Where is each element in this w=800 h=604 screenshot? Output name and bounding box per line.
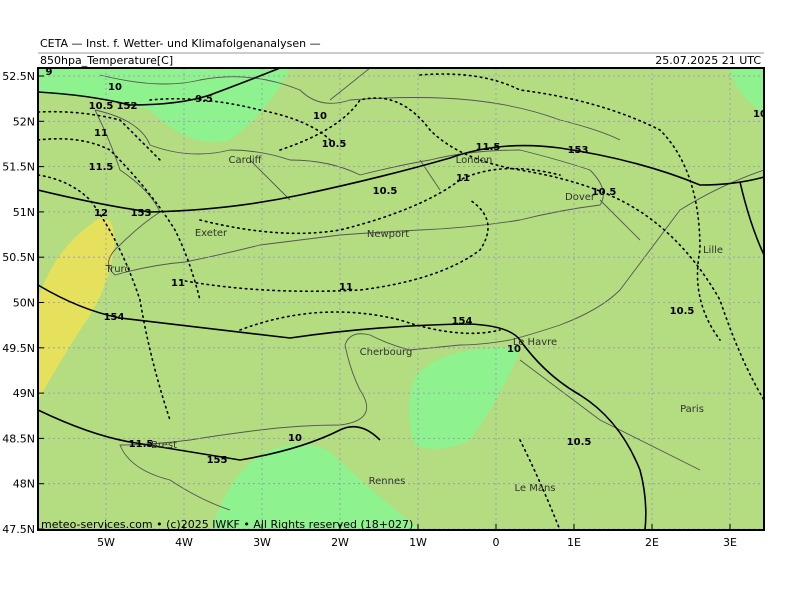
footer-credit: meteo-services.com • (c)2025 IWKF • All … xyxy=(41,518,413,531)
lon-label: 4W xyxy=(175,536,193,549)
lat-label: 49.5N xyxy=(2,342,35,355)
geopotential-contours xyxy=(38,68,764,530)
lat-label: 48.5N xyxy=(2,432,35,445)
lon-label: 5W xyxy=(97,536,115,549)
lat-label: 52N xyxy=(13,115,35,128)
temperature-contours xyxy=(38,73,764,530)
place-name: Exeter xyxy=(195,228,228,239)
contour-label: 10 xyxy=(313,111,327,122)
lat-lon-grid xyxy=(38,68,764,530)
lon-label: 1E xyxy=(567,536,581,549)
contour-label: 154 xyxy=(104,312,125,323)
contour-label: 10.5 xyxy=(322,139,347,150)
lat-label: 51.5N xyxy=(2,161,35,174)
contour-label: 11 xyxy=(456,173,470,184)
contour-label: 10.5 xyxy=(592,187,617,198)
place-name: Rennes xyxy=(369,476,406,487)
lon-label: 2E xyxy=(645,536,659,549)
contour-label: 9.5 xyxy=(195,94,213,105)
map-frame xyxy=(37,67,765,531)
coastlines xyxy=(94,68,764,511)
contour-label: 155 xyxy=(207,455,228,466)
warm-region xyxy=(38,68,290,142)
valid-time: 25.07.2025 21 UTC xyxy=(655,54,761,67)
contour-label: 10 xyxy=(507,344,521,355)
temp-fill xyxy=(38,68,764,530)
lat-label: 51N xyxy=(13,206,35,219)
contour-label: 154 xyxy=(452,316,473,327)
product-label: 850hpa_Temperature[C] xyxy=(40,54,173,67)
contour-label: 10.5 xyxy=(373,186,398,197)
warm-region xyxy=(212,444,420,530)
lon-label: 3W xyxy=(253,536,271,549)
lon-label: 3E xyxy=(723,536,737,549)
lat-label: 47.5N xyxy=(2,523,35,536)
contour-label: 11.5 xyxy=(476,142,501,153)
contour-label: 10.5 xyxy=(89,101,114,112)
contour-label: 10 xyxy=(288,433,302,444)
lat-label: 50N xyxy=(13,297,35,310)
place-name: Newport xyxy=(367,229,409,240)
place-name: Lille xyxy=(703,245,723,256)
place-name: Le Mans xyxy=(514,483,555,494)
lon-label: 2W xyxy=(331,536,349,549)
header-title: CETA — Inst. f. Wetter- und Klimafolgena… xyxy=(40,37,321,50)
place-name: Brest xyxy=(151,440,177,451)
warm-region xyxy=(409,347,520,449)
lat-label: 48N xyxy=(13,478,35,491)
contour-label: 10 xyxy=(753,109,767,120)
contour-label: 11 xyxy=(94,128,108,139)
contour-label: 11.5 xyxy=(89,162,114,173)
place-name: Cherbourg xyxy=(360,347,413,358)
place-name: Le Havre xyxy=(513,337,557,348)
place-name: Dover xyxy=(565,192,596,203)
contour-label: 10.5 xyxy=(567,437,592,448)
place-name: Truro xyxy=(104,264,130,275)
lon-label: 1W xyxy=(409,536,427,549)
contour-label: 10.5 xyxy=(670,306,695,317)
contour-label: 12 xyxy=(94,208,108,219)
hot-region xyxy=(38,217,115,400)
contour-label: 11.5 xyxy=(129,439,154,450)
contour-label: 152 xyxy=(117,101,138,112)
contour-label: 9 xyxy=(46,67,53,78)
contour-label: 11 xyxy=(339,282,353,293)
lat-label: 52.5N xyxy=(2,70,35,83)
place-name: Paris xyxy=(680,404,704,415)
warm-region xyxy=(728,68,764,112)
contour-label: 11 xyxy=(171,278,185,289)
place-name: Cardiff xyxy=(228,155,262,166)
place-name: London xyxy=(456,155,493,166)
lon-label: 0 xyxy=(493,536,500,549)
contour-label: 153 xyxy=(568,145,589,156)
lat-label: 49N xyxy=(13,387,35,400)
lat-label: 50.5N xyxy=(2,251,35,264)
contour-label: 153 xyxy=(131,208,152,219)
contour-label: 10 xyxy=(108,82,122,93)
